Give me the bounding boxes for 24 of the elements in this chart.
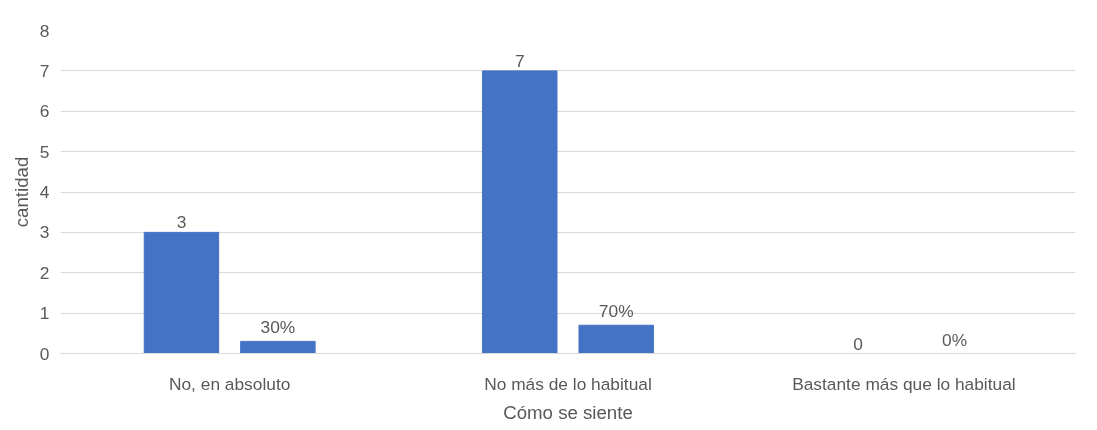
bar [240,340,316,354]
data-label: 0 [853,333,863,354]
y-axis-title: cantidad [10,156,32,228]
bar [143,231,220,354]
data-label: 7 [514,50,525,71]
y-tick-label: 4 [39,182,50,202]
data-label: 70% [598,301,634,322]
x-axis-title: Cómo se siente [503,401,633,423]
bar [578,324,654,354]
y-tick-label: 6 [39,101,50,122]
y-tick-label: 8 [39,20,50,41]
y-tick-label: 7 [39,60,50,81]
x-tick-label: Bastante más que lo habitual [792,373,1016,394]
bar [482,70,558,354]
data-label: 30% [260,317,296,338]
y-tick-label: 1 [39,303,50,324]
y-tick-label: 2 [39,262,50,283]
data-label: 3 [176,212,187,233]
data-label: 0% [942,329,968,350]
y-tick-label: 0 [39,343,50,364]
x-tick-label: No, en absoluto [168,373,291,394]
x-tick-label: No más de lo habitual [484,373,652,394]
y-tick-label: 3 [39,222,50,243]
y-tick-label: 5 [39,141,50,162]
